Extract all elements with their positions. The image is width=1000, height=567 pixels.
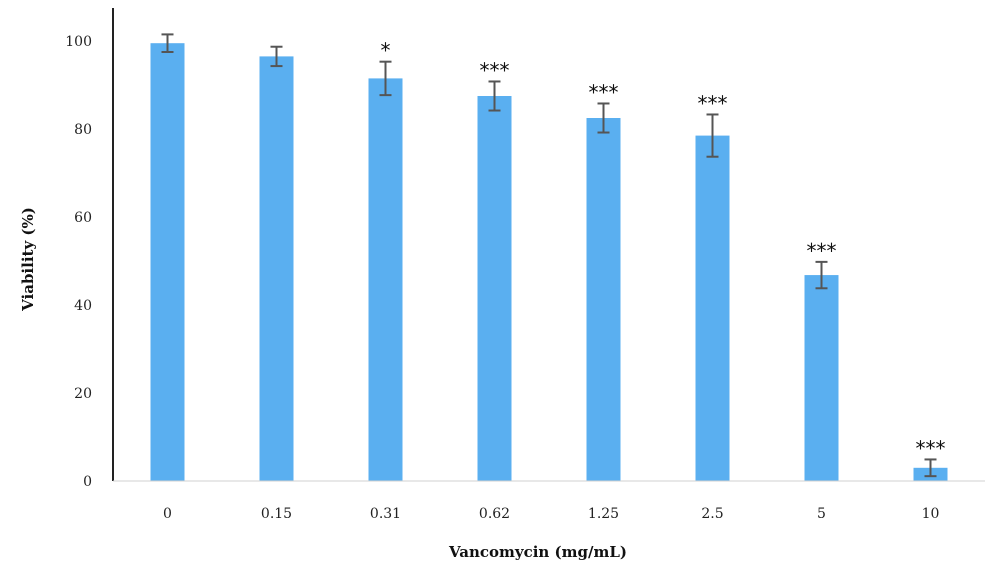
error-bar-0.31 — [379, 60, 392, 97]
y-tick-label-40: 40 — [74, 298, 92, 314]
bar-2.5 — [695, 135, 730, 481]
significance-layer: ******* ********* — [381, 39, 946, 461]
error-bars-layer — [161, 33, 937, 478]
x-tick-label-1.25: 1.25 — [588, 506, 619, 522]
error-bar-2.5 — [706, 113, 719, 158]
y-tick-label-60: 60 — [74, 210, 92, 226]
error-bar-0 — [161, 33, 174, 53]
significance-label-10: *** — [916, 436, 946, 460]
x-tick-label-2.5: 2.5 — [701, 506, 723, 522]
bar-0.15 — [259, 56, 294, 482]
bar-0 — [150, 43, 185, 481]
y-tick-label-80: 80 — [74, 122, 92, 138]
significance-label-0.62: *** — [480, 58, 510, 82]
error-bar-10 — [924, 458, 937, 478]
y-tick-label-0: 0 — [83, 474, 92, 490]
error-bar-0.62 — [488, 80, 501, 112]
x-tick-label-0.31: 0.31 — [370, 506, 401, 522]
y-tick-labels: 0 20 40 60 80 100 — [65, 34, 92, 490]
bar-1.25 — [586, 118, 621, 481]
error-bar-0.15 — [270, 45, 283, 68]
significance-label-0.31: * — [381, 39, 391, 63]
significance-label-5: *** — [807, 239, 837, 263]
x-tick-label-5: 5 — [817, 506, 826, 522]
significance-label-1.25: *** — [589, 80, 619, 104]
x-tick-label-10: 10 — [922, 506, 940, 522]
bar-5 — [804, 275, 839, 481]
x-tick-labels: 0 0.15 0.31 0.62 1.25 2.5 5 10 — [163, 506, 939, 522]
y-tick-label-100: 100 — [65, 34, 92, 50]
x-tick-label-0.15: 0.15 — [261, 506, 292, 522]
error-bar-5 — [815, 260, 828, 290]
x-tick-label-0: 0 — [163, 506, 172, 522]
error-bar-1.25 — [597, 102, 610, 134]
x-tick-label-0.62: 0.62 — [479, 506, 510, 522]
bar-0.62 — [477, 96, 512, 481]
x-axis-title: Vancomycin (mg/mL) — [448, 543, 627, 561]
significance-label-2.5: *** — [698, 91, 728, 115]
y-tick-label-20: 20 — [74, 386, 92, 402]
bar-0.31 — [368, 78, 403, 482]
bars-layer — [150, 43, 948, 482]
y-axis-title: Viability (%) — [19, 207, 37, 312]
